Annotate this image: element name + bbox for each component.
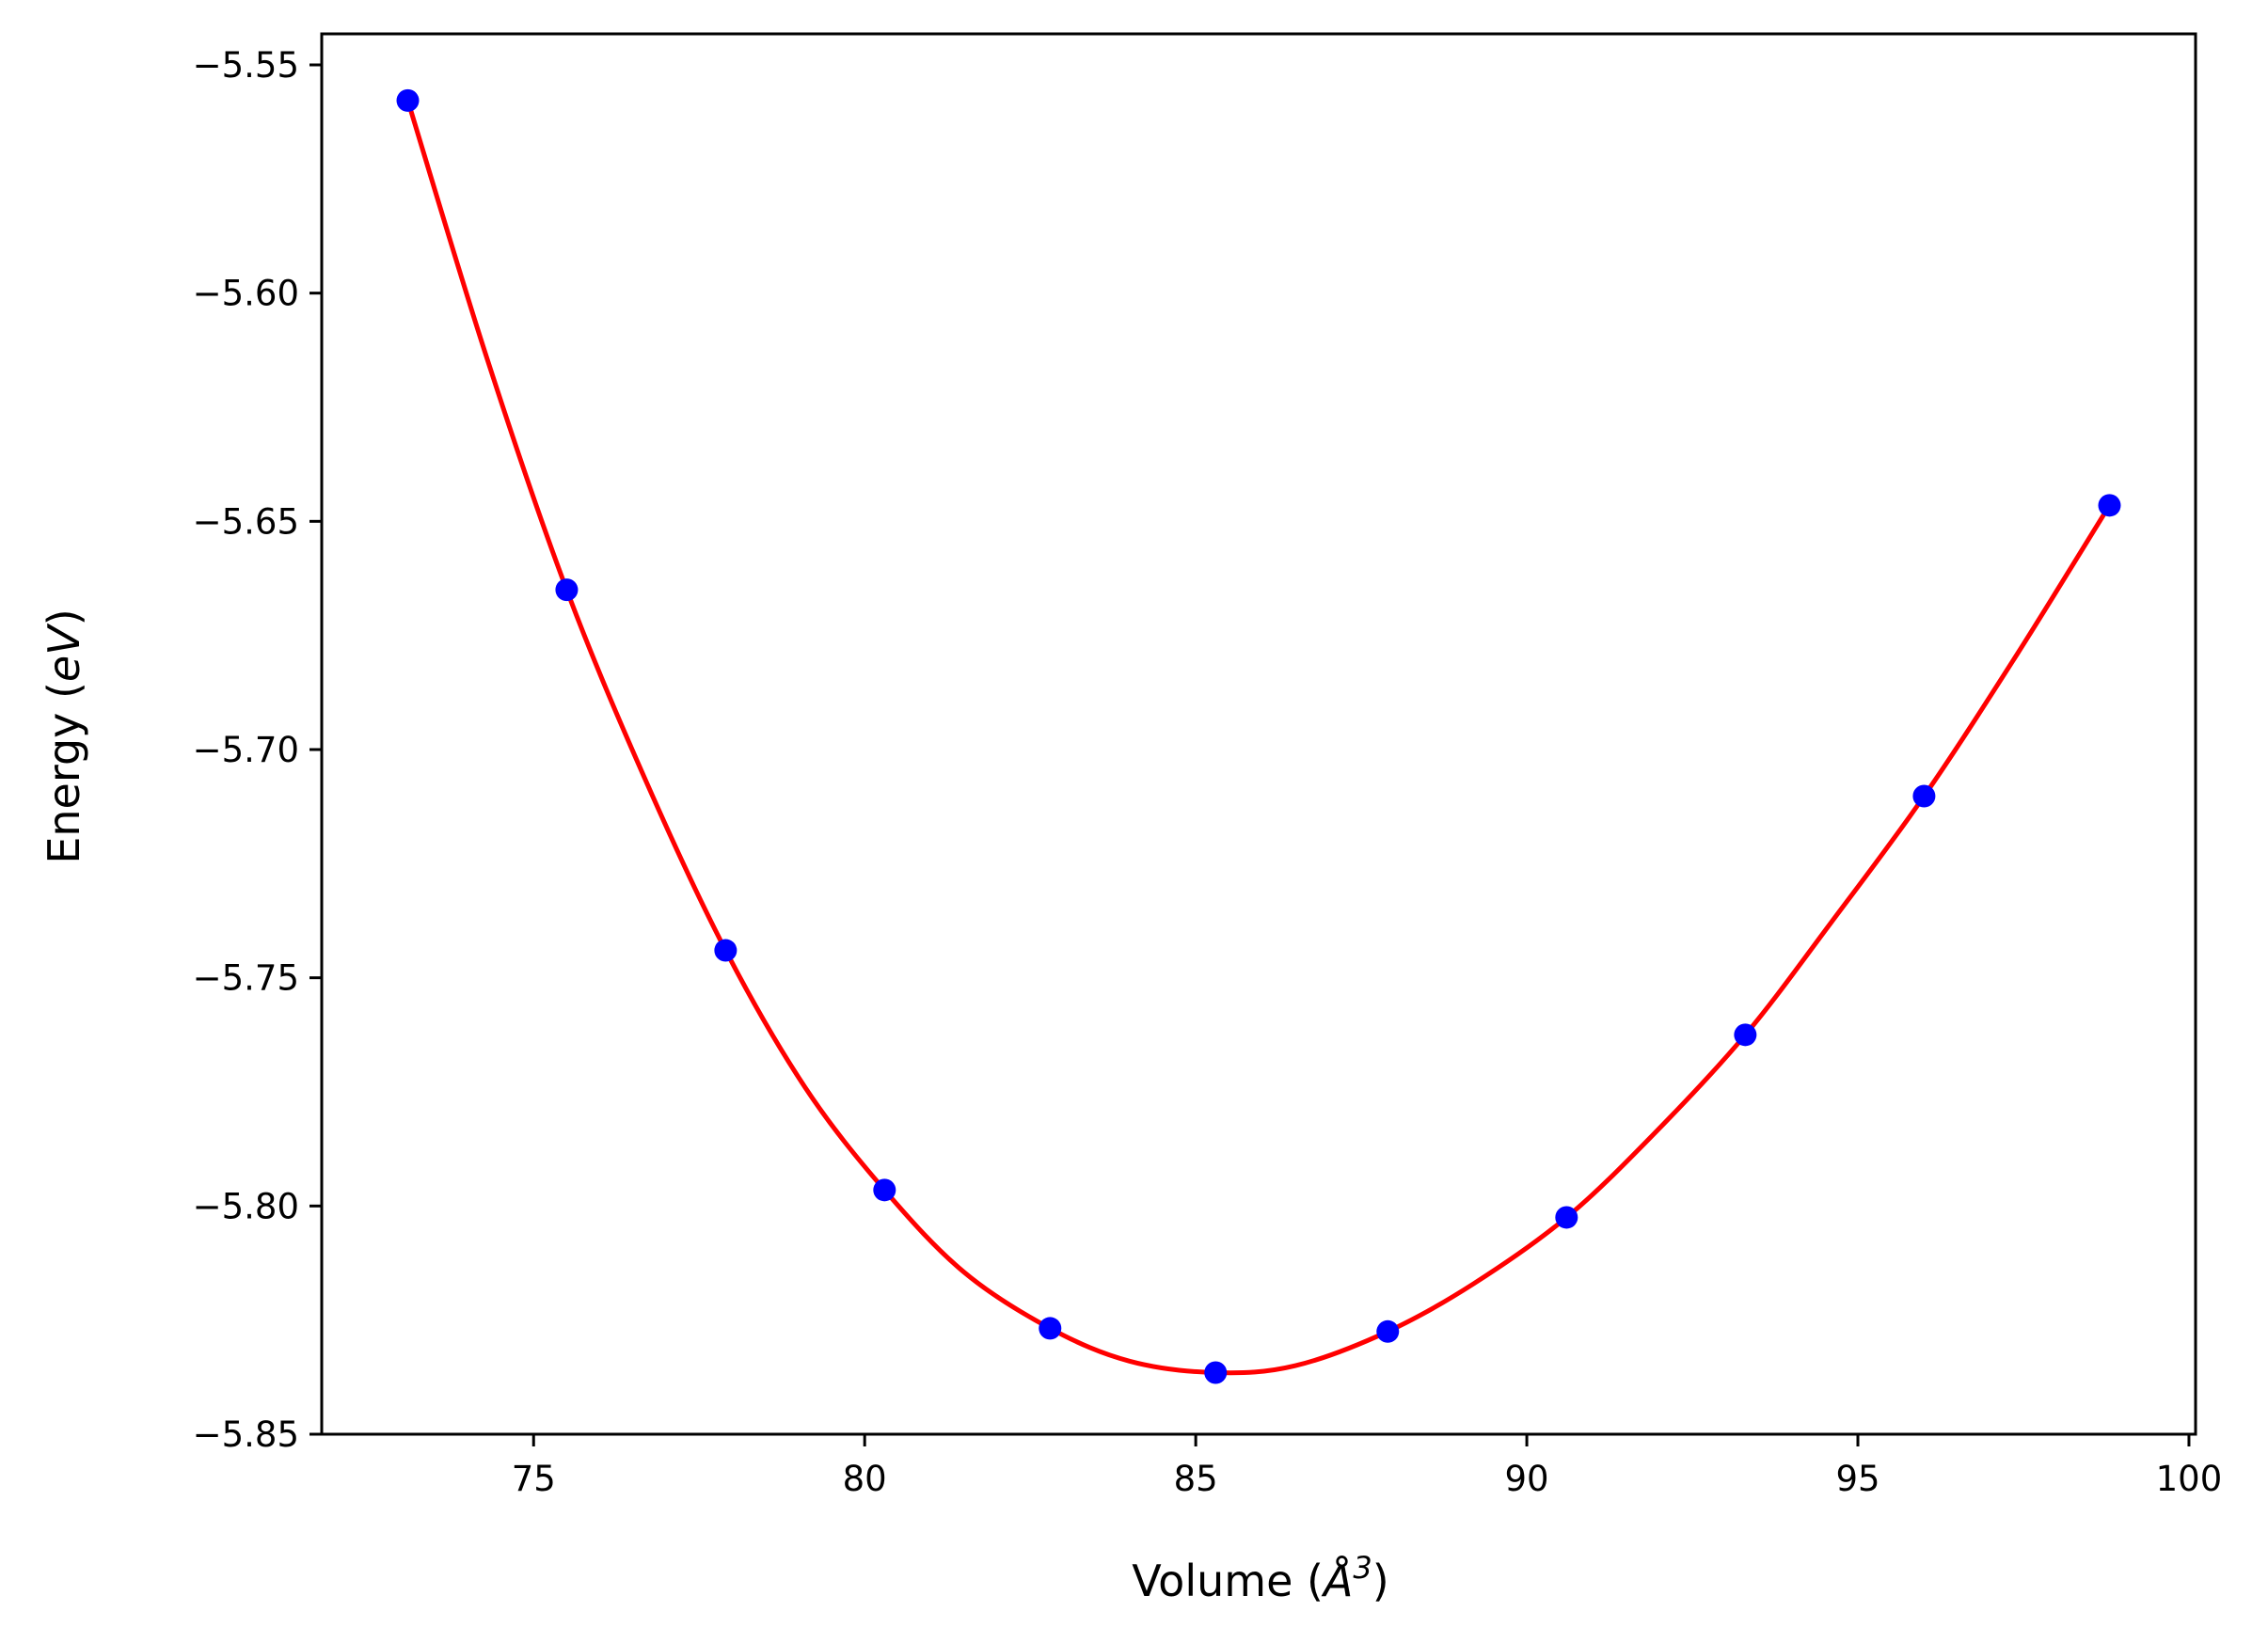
x-tick-label: 80 xyxy=(843,1459,887,1499)
x-axis-ticks: 75 80 85 90 95 100 xyxy=(512,1434,2223,1499)
x-tick-label: 75 xyxy=(512,1459,556,1499)
axes-frame xyxy=(320,32,2197,1436)
y-tick-label: −5.75 xyxy=(193,958,299,999)
data-point xyxy=(1734,1023,1757,1047)
data-point xyxy=(1204,1361,1228,1384)
y-tick-label: −5.85 xyxy=(193,1414,299,1455)
y-axis-ticks: −5.85 −5.80 −5.75 −5.70 −5.65 −5.60 −5.55 xyxy=(193,45,322,1455)
y-tick-label: −5.80 xyxy=(193,1186,299,1226)
x-tick-label: 95 xyxy=(1835,1459,1879,1499)
data-point xyxy=(555,578,579,602)
data-point xyxy=(873,1178,896,1202)
x-axis-label: Volume (Å3) xyxy=(1132,1550,1388,1606)
x-tick-label: 85 xyxy=(1174,1459,1218,1499)
data-point xyxy=(396,88,420,112)
plot-area xyxy=(396,88,2121,1384)
y-tick-label: −5.70 xyxy=(193,730,299,770)
x-tick-label: 100 xyxy=(2156,1459,2223,1499)
y-axis-label: Energy (eV) xyxy=(39,608,89,863)
data-point xyxy=(1376,1319,1400,1343)
fit-curve-line xyxy=(405,100,2112,1376)
data-point xyxy=(1555,1206,1578,1229)
data-point xyxy=(2098,494,2121,517)
data-point xyxy=(714,939,737,962)
data-point xyxy=(1912,784,1936,808)
y-tick-label: −5.60 xyxy=(193,274,299,314)
y-tick-label: −5.55 xyxy=(193,45,299,86)
data-point xyxy=(1039,1317,1062,1340)
y-tick-label: −5.65 xyxy=(193,501,299,542)
x-tick-label: 90 xyxy=(1505,1459,1549,1499)
